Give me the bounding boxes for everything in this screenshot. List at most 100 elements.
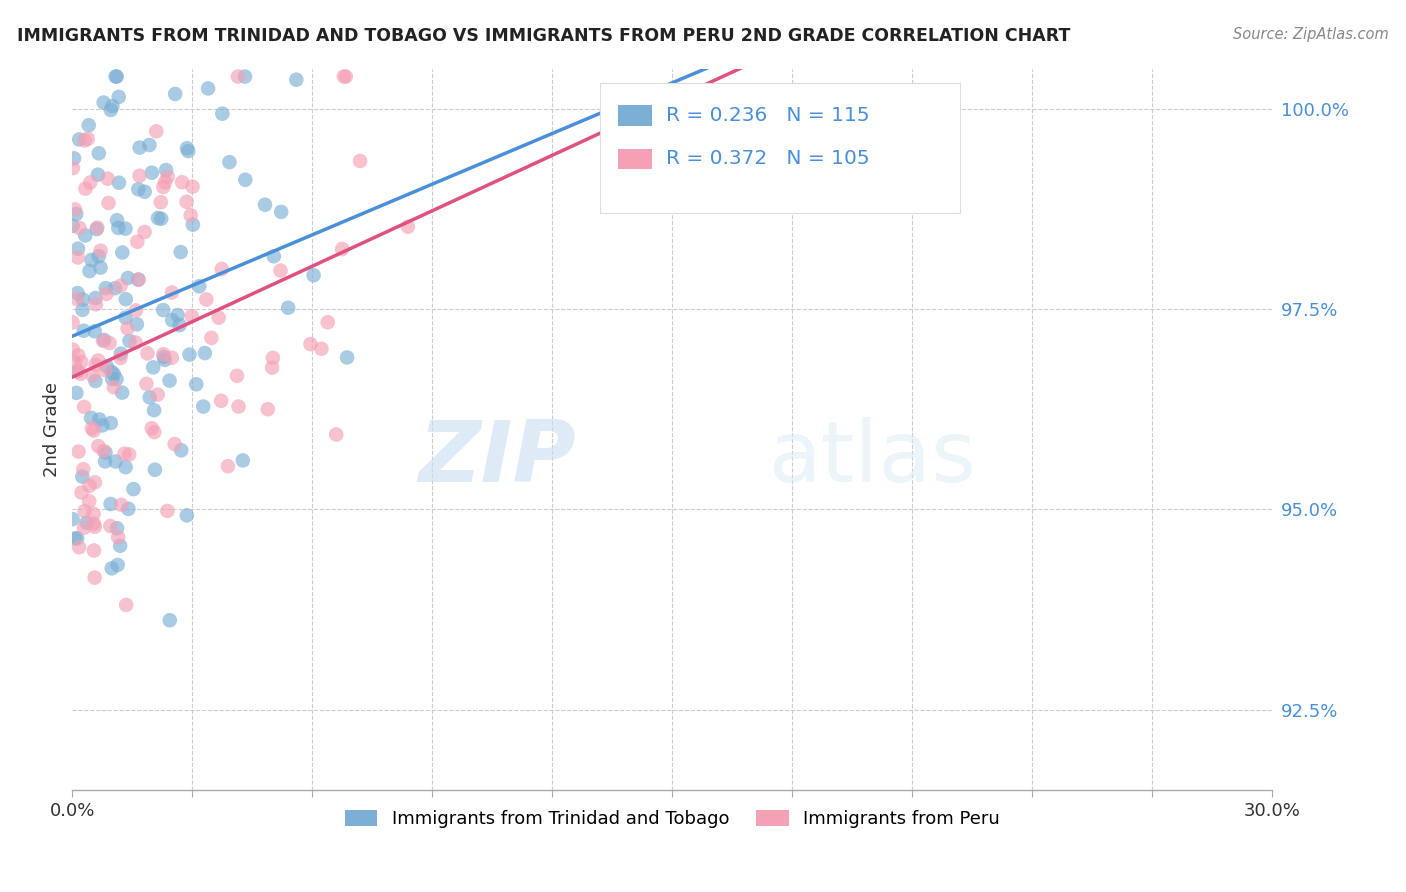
Point: [124, 335, 146, 350]
Point: [101, 99, 124, 113]
Point: [75, 181, 97, 195]
Point: [105, 521, 128, 535]
Point: [72, 462, 94, 476]
Point: [69, 367, 91, 381]
Point: [79, 479, 101, 493]
Point: [69, 221, 91, 235]
Point: [143, 403, 166, 417]
Point: [87, 439, 110, 453]
Point: [188, 279, 211, 293]
Point: [110, 346, 132, 360]
Point: [152, 180, 174, 194]
Text: R = 0.236   N = 115: R = 0.236 N = 115: [666, 106, 870, 125]
Point: [114, 447, 136, 461]
Point: [67, 348, 90, 362]
Point: [176, 141, 198, 155]
Point: [79, 176, 101, 190]
Point: [83, 507, 105, 521]
Point: [83, 571, 105, 585]
Point: [138, 138, 160, 153]
Point: [128, 141, 150, 155]
Point: [114, 292, 136, 306]
Point: [89, 260, 111, 275]
Point: [233, 70, 256, 84]
Point: [62, 315, 84, 329]
Point: [66, 364, 89, 378]
Bar: [619, 105, 652, 126]
Point: [70, 485, 93, 500]
Point: [299, 337, 322, 351]
Point: [127, 273, 149, 287]
Point: [125, 303, 148, 318]
Point: [122, 482, 145, 496]
Point: [111, 385, 134, 400]
Point: [152, 303, 174, 318]
Point: [70, 355, 93, 369]
Point: [114, 460, 136, 475]
Text: R = 0.372   N = 105: R = 0.372 N = 105: [666, 149, 870, 169]
Point: [166, 308, 188, 322]
Point: [150, 211, 173, 226]
Point: [127, 235, 149, 249]
Point: [63, 152, 86, 166]
Text: IMMIGRANTS FROM TRINIDAD AND TOBAGO VS IMMIGRANTS FROM PERU 2ND GRADE CORRELATIO: IMMIGRANTS FROM TRINIDAD AND TOBAGO VS I…: [17, 27, 1070, 45]
Point: [84, 297, 107, 311]
Point: [66, 292, 89, 306]
Point: [110, 351, 132, 365]
Point: [104, 70, 127, 84]
Point: [83, 520, 105, 534]
Point: [195, 293, 218, 307]
Point: [83, 516, 105, 531]
Point: [103, 367, 125, 381]
Point: [94, 454, 117, 468]
Point: [141, 421, 163, 435]
Point: [146, 211, 169, 225]
Point: [103, 380, 125, 394]
Point: [211, 106, 233, 120]
Point: [125, 318, 148, 332]
Point: [63, 532, 86, 546]
Point: [83, 543, 105, 558]
Point: [100, 416, 122, 430]
Point: [93, 95, 115, 110]
Point: [73, 504, 96, 518]
Point: [186, 377, 208, 392]
Point: [73, 133, 96, 147]
Point: [66, 364, 89, 378]
Point: [97, 171, 120, 186]
Point: [143, 463, 166, 477]
Point: [176, 508, 198, 523]
Point: [128, 272, 150, 286]
Point: [136, 346, 159, 360]
Point: [101, 372, 124, 386]
Point: [98, 336, 121, 351]
Point: [100, 519, 122, 533]
Point: [76, 132, 98, 146]
Point: [117, 321, 139, 335]
Point: [145, 124, 167, 138]
Point: [270, 205, 292, 219]
Point: [100, 103, 122, 117]
Point: [105, 70, 128, 84]
Point: [65, 385, 87, 400]
Point: [200, 331, 222, 345]
Point: [72, 293, 94, 307]
Point: [143, 425, 166, 439]
Point: [73, 400, 96, 414]
Point: [66, 532, 89, 546]
Point: [262, 360, 284, 375]
Point: [160, 351, 183, 365]
Text: Source: ZipAtlas.com: Source: ZipAtlas.com: [1233, 27, 1389, 42]
Point: [156, 504, 179, 518]
Point: [134, 185, 156, 199]
Point: [63, 202, 86, 217]
Point: [108, 539, 131, 553]
Point: [209, 393, 232, 408]
Point: [165, 87, 187, 101]
Point: [80, 421, 103, 435]
Point: [89, 412, 111, 426]
Point: [193, 400, 215, 414]
Point: [134, 225, 156, 239]
Point: [170, 245, 193, 260]
Point: [233, 173, 256, 187]
